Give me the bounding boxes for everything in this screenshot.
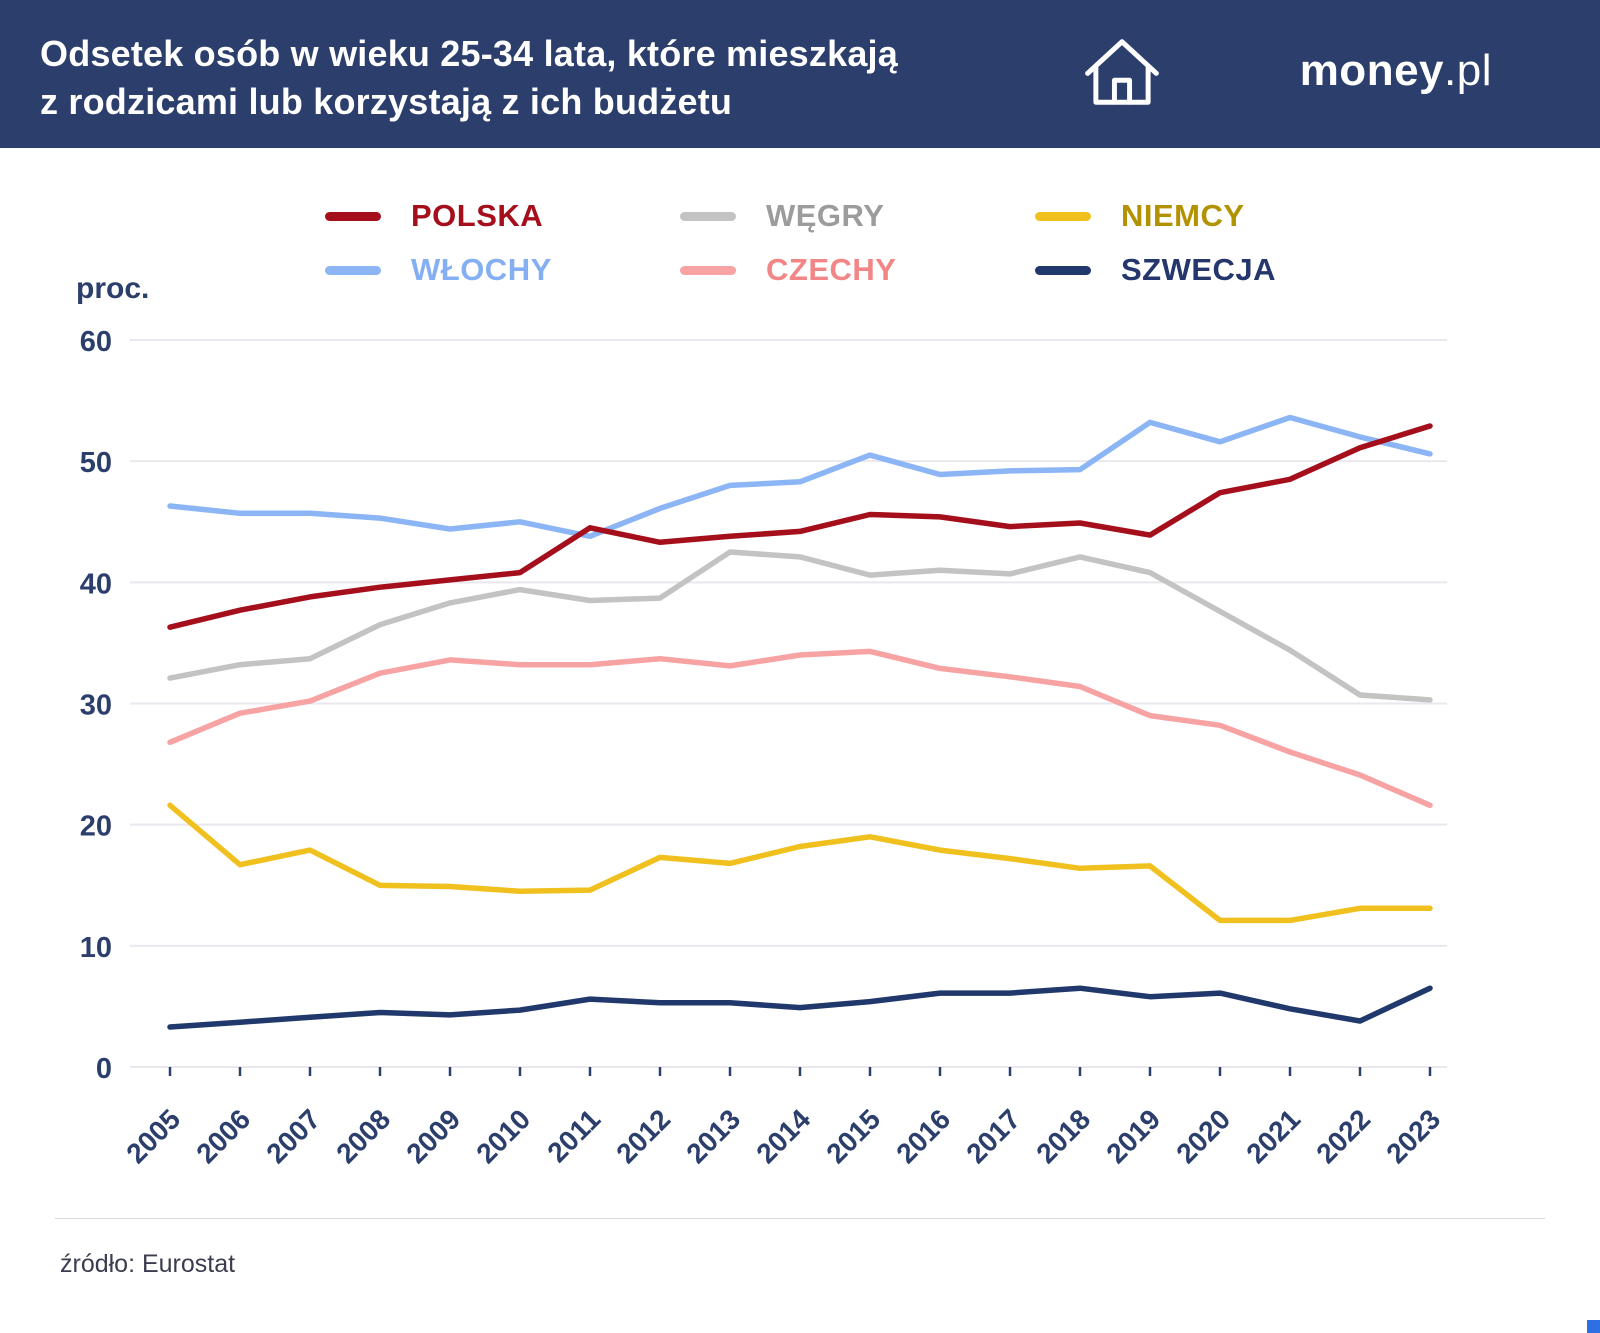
x-tick-label-2012: 2012 — [610, 1103, 676, 1169]
chart-title: Odsetek osób w wieku 25-34 lata, które m… — [40, 30, 898, 125]
legend-item-wlochy: WŁOCHY — [325, 252, 680, 288]
y-tick-label-40: 40 — [80, 568, 112, 600]
x-tick-label-2017: 2017 — [960, 1103, 1026, 1169]
series-line-czechy — [167, 648, 1433, 809]
legend-swatch-czechy — [680, 265, 736, 275]
x-tick-label-2013: 2013 — [680, 1103, 746, 1169]
legend-swatch-wlochy — [325, 265, 381, 275]
legend-item-niemcy: NIEMCY — [1035, 198, 1390, 234]
legend-item-czechy: CZECHY — [680, 252, 1035, 288]
series-line-wochy — [167, 414, 1433, 540]
series-line-polska — [167, 423, 1433, 630]
x-tick-label-2022: 2022 — [1310, 1103, 1376, 1169]
x-tick-label-2008: 2008 — [330, 1103, 396, 1169]
y-tick-label-20: 20 — [80, 811, 112, 843]
header-bar: Odsetek osób w wieku 25-34 lata, które m… — [0, 0, 1600, 148]
y-tick-label-60: 60 — [80, 326, 112, 358]
footer-divider — [55, 1218, 1545, 1219]
x-tick-label-2009: 2009 — [400, 1103, 466, 1169]
legend-item-wegry: WĘGRY — [680, 198, 1035, 234]
y-tick-label-0: 0 — [96, 1053, 112, 1085]
legend-swatch-niemcy — [1035, 211, 1091, 221]
legend-swatch-wegry — [680, 211, 736, 221]
x-tick-label-2016: 2016 — [890, 1103, 956, 1169]
x-tick-label-2011: 2011 — [541, 1103, 606, 1168]
series-line-wgry — [167, 549, 1433, 703]
x-tick-label-2014: 2014 — [750, 1103, 816, 1169]
x-tick-label-2010: 2010 — [470, 1103, 536, 1169]
logo-text-bold: money — [1299, 46, 1445, 95]
legend-item-szwecja: SZWECJA — [1035, 252, 1390, 288]
legend-label-niemcy: NIEMCY — [1121, 198, 1245, 233]
legend-label-wlochy: WŁOCHY — [411, 252, 552, 287]
source-note: źródło: Eurostat — [60, 1250, 236, 1278]
y-axis-title: proc. — [76, 272, 150, 305]
series-line-szwecja — [167, 985, 1433, 1030]
x-tick-label-2006: 2006 — [190, 1103, 256, 1169]
series-line-niemcy — [167, 802, 1433, 924]
x-tick-label-2015: 2015 — [820, 1103, 886, 1169]
x-tick-label-2019: 2019 — [1100, 1103, 1166, 1169]
legend-label-szwecja: SZWECJA — [1121, 252, 1277, 287]
legend-swatch-szwecja — [1035, 265, 1091, 275]
legend-label-polska: POLSKA — [411, 198, 544, 233]
x-tick-label-2023: 2023 — [1380, 1103, 1446, 1169]
legend-swatch-polska — [325, 211, 381, 221]
moneypl-logo: money.pl — [1300, 46, 1492, 96]
legend-item-polska: POLSKA — [325, 198, 680, 234]
y-tick-label-10: 10 — [80, 932, 112, 964]
home-icon — [1085, 39, 1159, 105]
corner-mark — [1587, 1320, 1600, 1333]
legend-label-czechy: CZECHY — [766, 252, 897, 287]
chart-title-line2: z rodzicami lub korzystają z ich budżetu — [40, 80, 733, 122]
x-tick-label-2020: 2020 — [1170, 1103, 1236, 1169]
x-tick-label-2007: 2007 — [260, 1103, 326, 1169]
legend: POLSKA WĘGRY NIEMCY WŁOCHY CZECHY SZWECJ… — [325, 198, 1390, 288]
chart-title-line1: Odsetek osób w wieku 25-34 lata, które m… — [40, 33, 898, 74]
y-tick-label-50: 50 — [80, 447, 112, 479]
x-tick-label-2005: 2005 — [120, 1103, 186, 1169]
y-tick-label-30: 30 — [80, 690, 112, 722]
x-tick-label-2018: 2018 — [1030, 1103, 1096, 1169]
x-tick-label-2021: 2021 — [1240, 1103, 1306, 1169]
logo-text-suffix: .pl — [1444, 46, 1492, 95]
legend-label-wegry: WĘGRY — [766, 198, 885, 233]
